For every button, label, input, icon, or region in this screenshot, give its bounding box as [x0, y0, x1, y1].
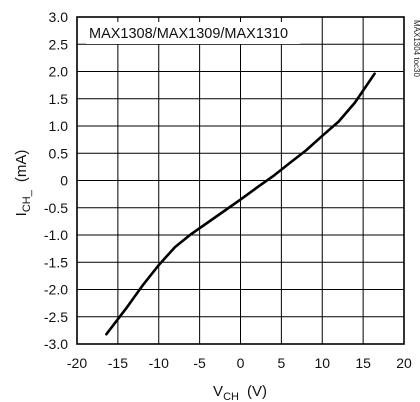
x-tick-label: -10: [149, 355, 169, 371]
y-tick-label: 2.0: [49, 64, 69, 80]
y-tick-label: 3.0: [49, 9, 69, 25]
y-tick-label: -1.0: [44, 227, 68, 243]
y-tick-labels: 3.0 2.5 2.0 1.5 1.0 0.5 0 -0.5 -1.0 -1.5 -2.0 -2.5 -…: [44, 9, 68, 352]
x-tick-label: 20: [396, 355, 412, 371]
y-tick-label: 0.5: [49, 145, 69, 161]
x-tick-label: -15: [108, 355, 128, 371]
y-tick-label: -2.5: [44, 309, 68, 325]
figure-tag: MAX1304 toc30: [412, 20, 420, 77]
y-tick-label: 0: [60, 173, 68, 189]
y-tick-label: 1.5: [49, 91, 69, 107]
y-tick-label: -0.5: [44, 200, 68, 216]
chart-title-background: [86, 22, 300, 44]
x-axis-label-main: V: [213, 383, 223, 400]
y-axis-label-sub: CH_: [21, 189, 33, 212]
x-tick-label: 0: [237, 355, 245, 371]
x-tick-labels: -20 -15 -10 -5 0 5 10 15 20: [67, 355, 412, 371]
x-axis-label-unit: (V): [247, 383, 267, 400]
y-tick-label: 1.0: [49, 118, 69, 134]
plot-frame: [76, 16, 405, 345]
x-axis-label-sub: CH: [223, 391, 239, 402]
y-tick-label: -3.0: [44, 336, 68, 352]
x-tick-label: 5: [277, 355, 285, 371]
y-axis-label-main: I: [13, 212, 30, 216]
x-tick-label: 10: [314, 355, 330, 371]
x-axis-label: VCH (V): [213, 383, 267, 402]
grid-lines: [76, 16, 405, 345]
y-tick-label: -2.0: [44, 282, 68, 298]
y-tick-label: 2.5: [49, 36, 69, 52]
x-tick-label: -5: [193, 355, 206, 371]
y-axis-label: ICH_ (mA): [13, 150, 33, 217]
series-line: [105, 72, 376, 336]
x-tick-label: -20: [67, 355, 87, 371]
y-tick-label: -1.5: [44, 254, 68, 270]
y-axis-label-unit: (mA): [13, 150, 30, 183]
x-tick-label: 15: [355, 355, 371, 371]
chart-title: MAX1308/MAX1309/MAX1310: [89, 26, 288, 42]
